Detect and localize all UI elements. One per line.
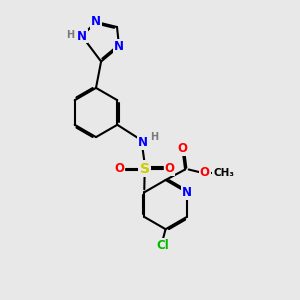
Text: N: N [114,40,124,53]
Text: N: N [91,15,101,28]
Text: S: S [140,162,150,176]
Text: N: N [137,136,148,149]
Text: H: H [66,30,75,40]
Text: CH₃: CH₃ [213,167,234,178]
Text: O: O [114,162,124,175]
Text: Cl: Cl [156,239,169,252]
Text: N: N [182,186,192,199]
Text: O: O [178,142,188,155]
Text: N: N [77,29,87,43]
Text: O: O [200,166,210,179]
Text: H: H [150,132,159,142]
Text: O: O [164,162,175,175]
